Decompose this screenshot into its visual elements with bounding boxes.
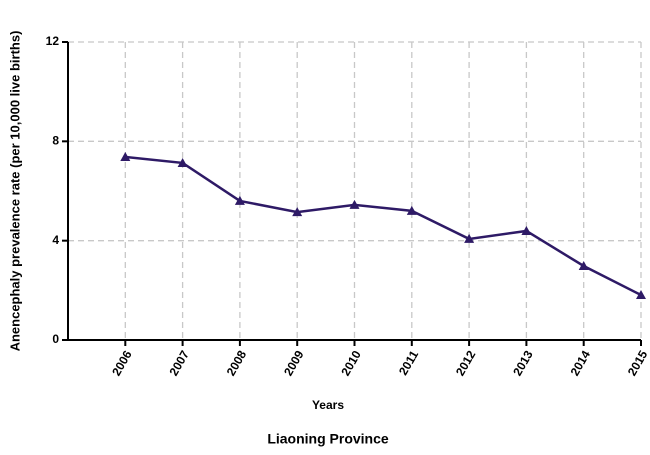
marker bbox=[636, 290, 646, 300]
x-tick-label: 2014 bbox=[568, 348, 594, 378]
chart-title: Liaoning Province bbox=[267, 431, 389, 447]
x-tick-label: 2009 bbox=[281, 348, 307, 378]
marker bbox=[292, 207, 303, 217]
x-tick-label: 2012 bbox=[453, 348, 479, 378]
x-tick-label: 2008 bbox=[224, 348, 250, 378]
x-tick-label: 2006 bbox=[109, 348, 135, 378]
y-tick-label: 0 bbox=[52, 332, 59, 346]
marker bbox=[521, 225, 532, 235]
x-tick-label: 2013 bbox=[510, 348, 536, 378]
x-tick-label: 2007 bbox=[166, 348, 192, 378]
y-tick-label: 12 bbox=[46, 34, 60, 48]
marker bbox=[406, 205, 417, 215]
x-tick-label: 2010 bbox=[338, 348, 364, 378]
line bbox=[125, 155, 642, 297]
y-tick-label: 8 bbox=[52, 134, 59, 148]
y-tick-label: 4 bbox=[52, 233, 59, 247]
marker bbox=[234, 195, 245, 205]
marker bbox=[349, 199, 360, 209]
x-axis-label: Years bbox=[312, 398, 344, 412]
y-axis-label: Anencephaly prevalence rate (per 10,000 … bbox=[7, 31, 22, 352]
marker bbox=[177, 157, 188, 167]
marker bbox=[578, 260, 589, 270]
x-tick-label: 2011 bbox=[396, 348, 421, 378]
x-tick-label: 2015 bbox=[625, 348, 650, 378]
marker bbox=[464, 233, 475, 243]
marker bbox=[120, 151, 131, 161]
